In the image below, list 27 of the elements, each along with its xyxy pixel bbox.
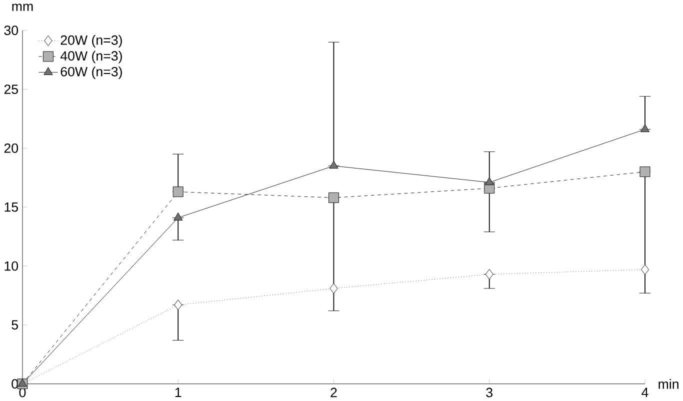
point — [640, 166, 650, 178]
point — [18, 378, 28, 387]
point — [641, 264, 649, 275]
y-tick-label: 20 — [4, 144, 18, 153]
legend-label: 40W (n=3) — [60, 50, 122, 64]
point — [485, 269, 494, 280]
y-axis-title: mm — [12, 4, 33, 11]
x-tick-label: 3 — [486, 388, 492, 398]
y-tick-label: 10 — [4, 261, 18, 271]
x-tick-label: 1 — [175, 388, 182, 397]
point — [174, 212, 183, 220]
x-axis-title: min — [658, 379, 678, 389]
point — [174, 300, 182, 310]
point — [172, 186, 184, 198]
legend-label: 20W (n=3) — [60, 35, 122, 48]
point — [328, 192, 339, 203]
point — [329, 160, 338, 169]
x-tick-label: 4 — [642, 388, 648, 397]
point — [484, 177, 494, 186]
legend-label: 60W (n=3) — [60, 66, 122, 80]
y-tick-label: 30 — [4, 26, 18, 36]
x-tick-label: 2 — [330, 388, 337, 398]
point — [330, 283, 338, 294]
y-tick-label: 5 — [12, 320, 18, 330]
y-tick-label: 15 — [4, 202, 18, 212]
point — [640, 124, 650, 132]
y-tick-label: 25 — [4, 84, 18, 94]
